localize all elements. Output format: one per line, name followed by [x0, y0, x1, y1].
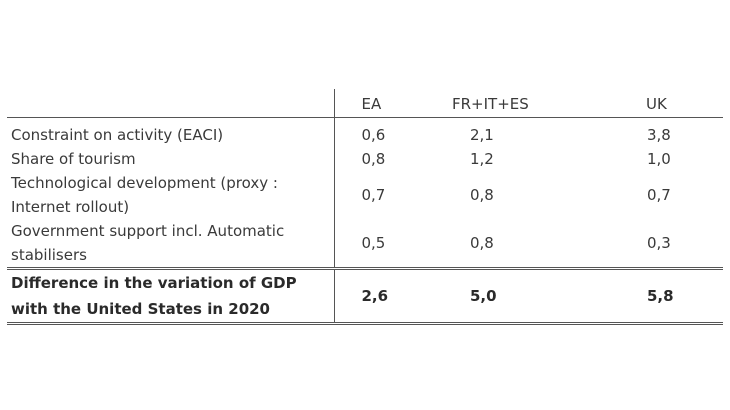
cell-uk: 0,3 [647, 234, 671, 252]
total-row: Difference in the variation of GDP with … [7, 267, 723, 325]
table-row: Share of tourism 0,8 1,2 1,0 [7, 147, 723, 171]
cell-ea: 0,8 [361, 150, 386, 168]
row-label: Technological development (proxy : Inter… [7, 171, 335, 219]
total-uk: 5,8 [561, 267, 723, 325]
cell-ea: 0,7 [361, 186, 386, 204]
table-row: Government support incl. Automatic stabi… [7, 219, 723, 269]
row-label: Share of tourism [7, 147, 335, 171]
cell-fr-it-es: 1,2 [470, 150, 494, 168]
gdp-factor-table: EA FR+IT+ES UK Constraint on activity (E… [7, 89, 723, 325]
cell-fr-it-es: 2,1 [470, 126, 494, 144]
cell-uk: 0,7 [647, 186, 671, 204]
gdp-factor-table-container: EA FR+IT+ES UK Constraint on activity (E… [7, 89, 723, 325]
table-row: Constraint on activity (EACI) 0,6 2,1 3,… [7, 117, 723, 147]
row-label: Constraint on activity (EACI) [7, 117, 335, 147]
cell-ea: 0,6 [361, 126, 386, 144]
header-ea: EA [334, 89, 412, 118]
cell-fr-it-es: 0,8 [470, 186, 494, 204]
row-label: Government support incl. Automatic stabi… [7, 219, 335, 269]
table-row: Technological development (proxy : Inter… [7, 171, 723, 219]
cell-uk: 1,0 [647, 150, 671, 168]
total-ea: 2,6 [334, 267, 412, 325]
table-header-row: EA FR+IT+ES UK [7, 89, 723, 118]
cell-ea: 0,5 [361, 234, 386, 252]
header-fr-it-es: FR+IT+ES [412, 89, 561, 118]
header-label-cell [7, 89, 335, 118]
total-label: Difference in the variation of GDP with … [7, 267, 335, 325]
header-uk: UK [561, 89, 723, 118]
cell-uk: 3,8 [647, 126, 671, 144]
cell-fr-it-es: 0,8 [470, 234, 494, 252]
total-fr-it-es: 5,0 [412, 267, 561, 325]
